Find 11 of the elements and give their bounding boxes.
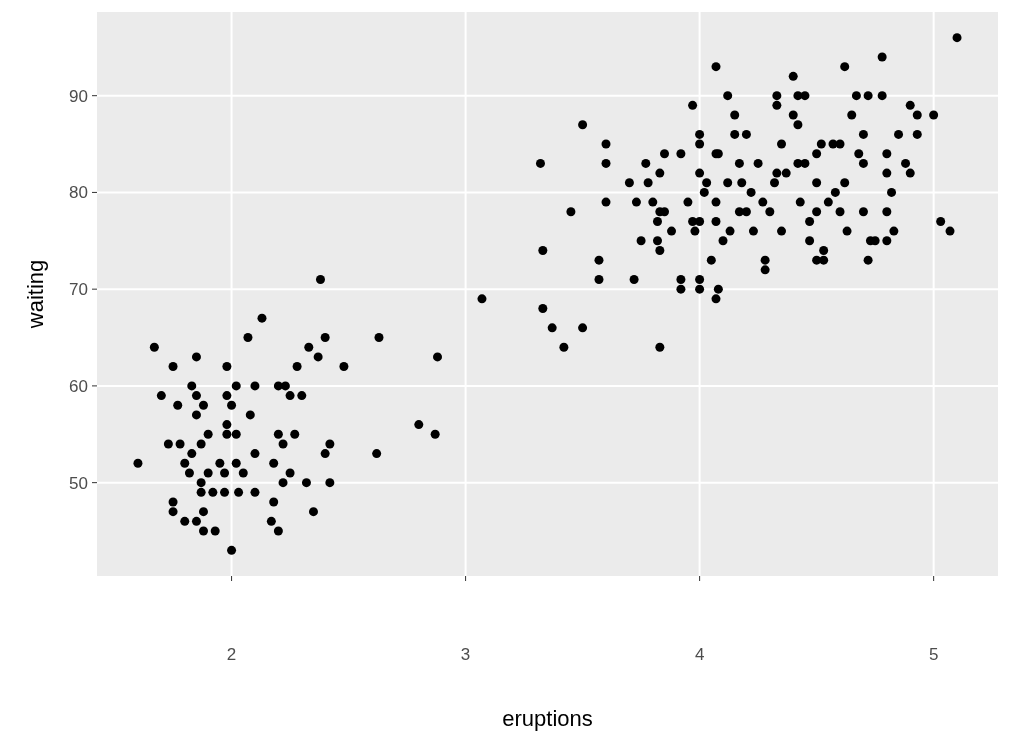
y-tick-label: 90 [69, 86, 88, 106]
y-tick-label: 60 [69, 376, 88, 396]
y-tick-label: 70 [69, 280, 88, 300]
y-tick-label: 80 [69, 183, 88, 203]
x-tick-label: 2 [226, 645, 237, 664]
x-axis-title: eruptions [502, 706, 593, 731]
x-tick-label: 3 [460, 645, 471, 664]
x-tick-label: 5 [928, 645, 939, 664]
x-tick-label: 4 [694, 645, 705, 664]
y-tick-label: 50 [69, 473, 88, 493]
y-axis-title: waiting [23, 259, 48, 330]
